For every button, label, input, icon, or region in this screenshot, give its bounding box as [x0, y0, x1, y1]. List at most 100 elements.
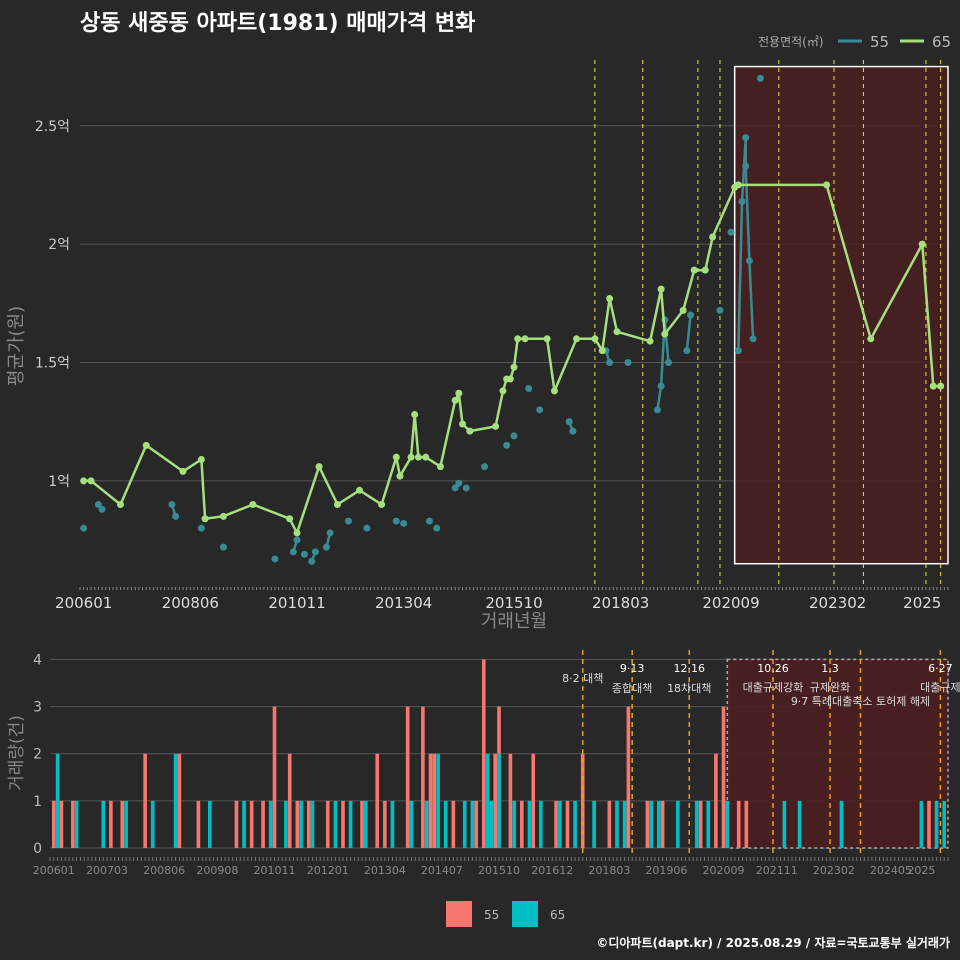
series-55-point [80, 524, 88, 532]
top-x-tick-label: 202009 [702, 594, 759, 612]
series-55-segment [685, 315, 692, 351]
series-55-point [392, 517, 400, 525]
legend-bottom: 55 65 [446, 901, 565, 927]
series-65-point [459, 420, 467, 428]
bottom-x-tick-label: 202111 [756, 864, 798, 877]
top-x-tick-label: 201304 [375, 594, 432, 612]
legend-bottom-65-label: 65 [550, 908, 565, 922]
top-x-tick-label: 202302 [809, 594, 866, 612]
top-y-tick-label: 2.5억 [35, 119, 70, 135]
series-65-point [550, 387, 558, 395]
top-plot: 1억 1.5억 2억 2.5억 200601 200806 201011 201304 2015… [35, 60, 949, 612]
series-65-point [929, 382, 937, 390]
bottom-x-tick-label: 201906 [645, 864, 687, 877]
series-55-point [308, 557, 316, 565]
highlight-box [733, 65, 949, 565]
series-65-point [315, 463, 323, 471]
series-55-point [300, 550, 308, 558]
bar-55 [736, 800, 741, 848]
top-x-tick-label: 2025 [903, 594, 941, 612]
bar-65 [101, 800, 106, 848]
bottom-y-tick-label: 1 [33, 794, 42, 810]
series-65-point [436, 463, 444, 471]
series-65-point [499, 387, 507, 395]
bar-55 [51, 800, 56, 848]
series-65-point [249, 501, 257, 509]
series-65-point [201, 515, 209, 523]
bar-55 [721, 706, 726, 848]
series-65-point [510, 363, 518, 371]
series-65-point [679, 306, 687, 314]
bar-55 [744, 800, 749, 848]
top-x-axis-label: 거래년월 [481, 611, 547, 632]
series-55-point [98, 505, 106, 513]
bottom-x-tick-label: 200601 [33, 864, 75, 877]
bar-65 [592, 800, 596, 848]
bar-55 [120, 800, 125, 848]
bar-55 [660, 800, 665, 848]
series-65-point [219, 512, 227, 520]
bar-65 [299, 800, 303, 848]
bar-55 [607, 800, 612, 848]
bar-65 [622, 800, 627, 848]
bar-65 [173, 753, 178, 848]
policy-label: 규제완화 [810, 681, 850, 694]
policy-date-label: 6·27 [928, 662, 953, 675]
policy-label: 18차대책 [667, 682, 711, 695]
bar-55 [249, 800, 254, 848]
series-65-point [823, 181, 831, 189]
policy-label: 대출규제강화 [743, 681, 804, 694]
bottom-x-tick-label: 200703 [86, 864, 128, 877]
bar-55 [341, 800, 345, 848]
series-55-point [197, 524, 205, 532]
bottom-x-tick-label: 201011 [254, 864, 296, 877]
bar-65 [942, 800, 947, 848]
series-55-point [344, 517, 352, 525]
bottom-y-tick-label: 0 [33, 841, 42, 857]
bar-55 [375, 753, 380, 848]
bottom-x-tick-label: 201304 [364, 864, 406, 877]
bar-65 [919, 800, 924, 848]
bar-55 [143, 753, 147, 848]
series-65-point [407, 453, 415, 461]
bar-55 [531, 753, 536, 848]
top-x-tick-label: 200806 [162, 594, 219, 612]
series-65-point [734, 181, 742, 189]
policy-label: 8·2 대책 [562, 672, 603, 685]
bar-55 [714, 753, 718, 848]
series-65-point [709, 233, 717, 241]
bar-65 [310, 800, 315, 848]
series-65-point [918, 240, 926, 248]
bar-55 [421, 706, 425, 848]
top-x-tick-label: 201510 [485, 594, 542, 612]
top-y-axis-label: 평균가(원) [6, 306, 27, 386]
series-55-point [738, 198, 746, 206]
series-55-point [289, 548, 297, 556]
series-55-point [653, 406, 661, 414]
series-55-point [742, 134, 750, 142]
top-x-tick-label: 201803 [592, 594, 649, 612]
policy-label: 종합대책 [612, 682, 652, 695]
bar-55 [565, 800, 570, 848]
bottom-x-tick-label: 202009 [703, 864, 745, 877]
series-65-point [455, 389, 463, 397]
bar-65 [268, 800, 273, 848]
bar-65 [150, 800, 155, 848]
bar-55 [432, 753, 437, 848]
legend-bottom-55-swatch [446, 901, 472, 927]
series-55-point [293, 536, 301, 544]
legend-bottom-55-label: 55 [484, 908, 499, 922]
series-55-point [536, 406, 544, 414]
series-55-point [525, 385, 533, 393]
bar-65 [558, 800, 562, 848]
series-65-point [598, 347, 606, 355]
bottom-y-tick-label: 2 [33, 747, 42, 763]
bar-65 [649, 800, 654, 848]
footer-credit: ©디아파트(dapt.kr) / 2025.08.29 / 자료=국토교통부 실… [596, 935, 950, 950]
series-65-point [867, 335, 875, 343]
series-65-point [179, 467, 187, 475]
bar-55 [360, 800, 364, 848]
series-55-point [451, 484, 459, 492]
bar-55 [272, 706, 277, 848]
